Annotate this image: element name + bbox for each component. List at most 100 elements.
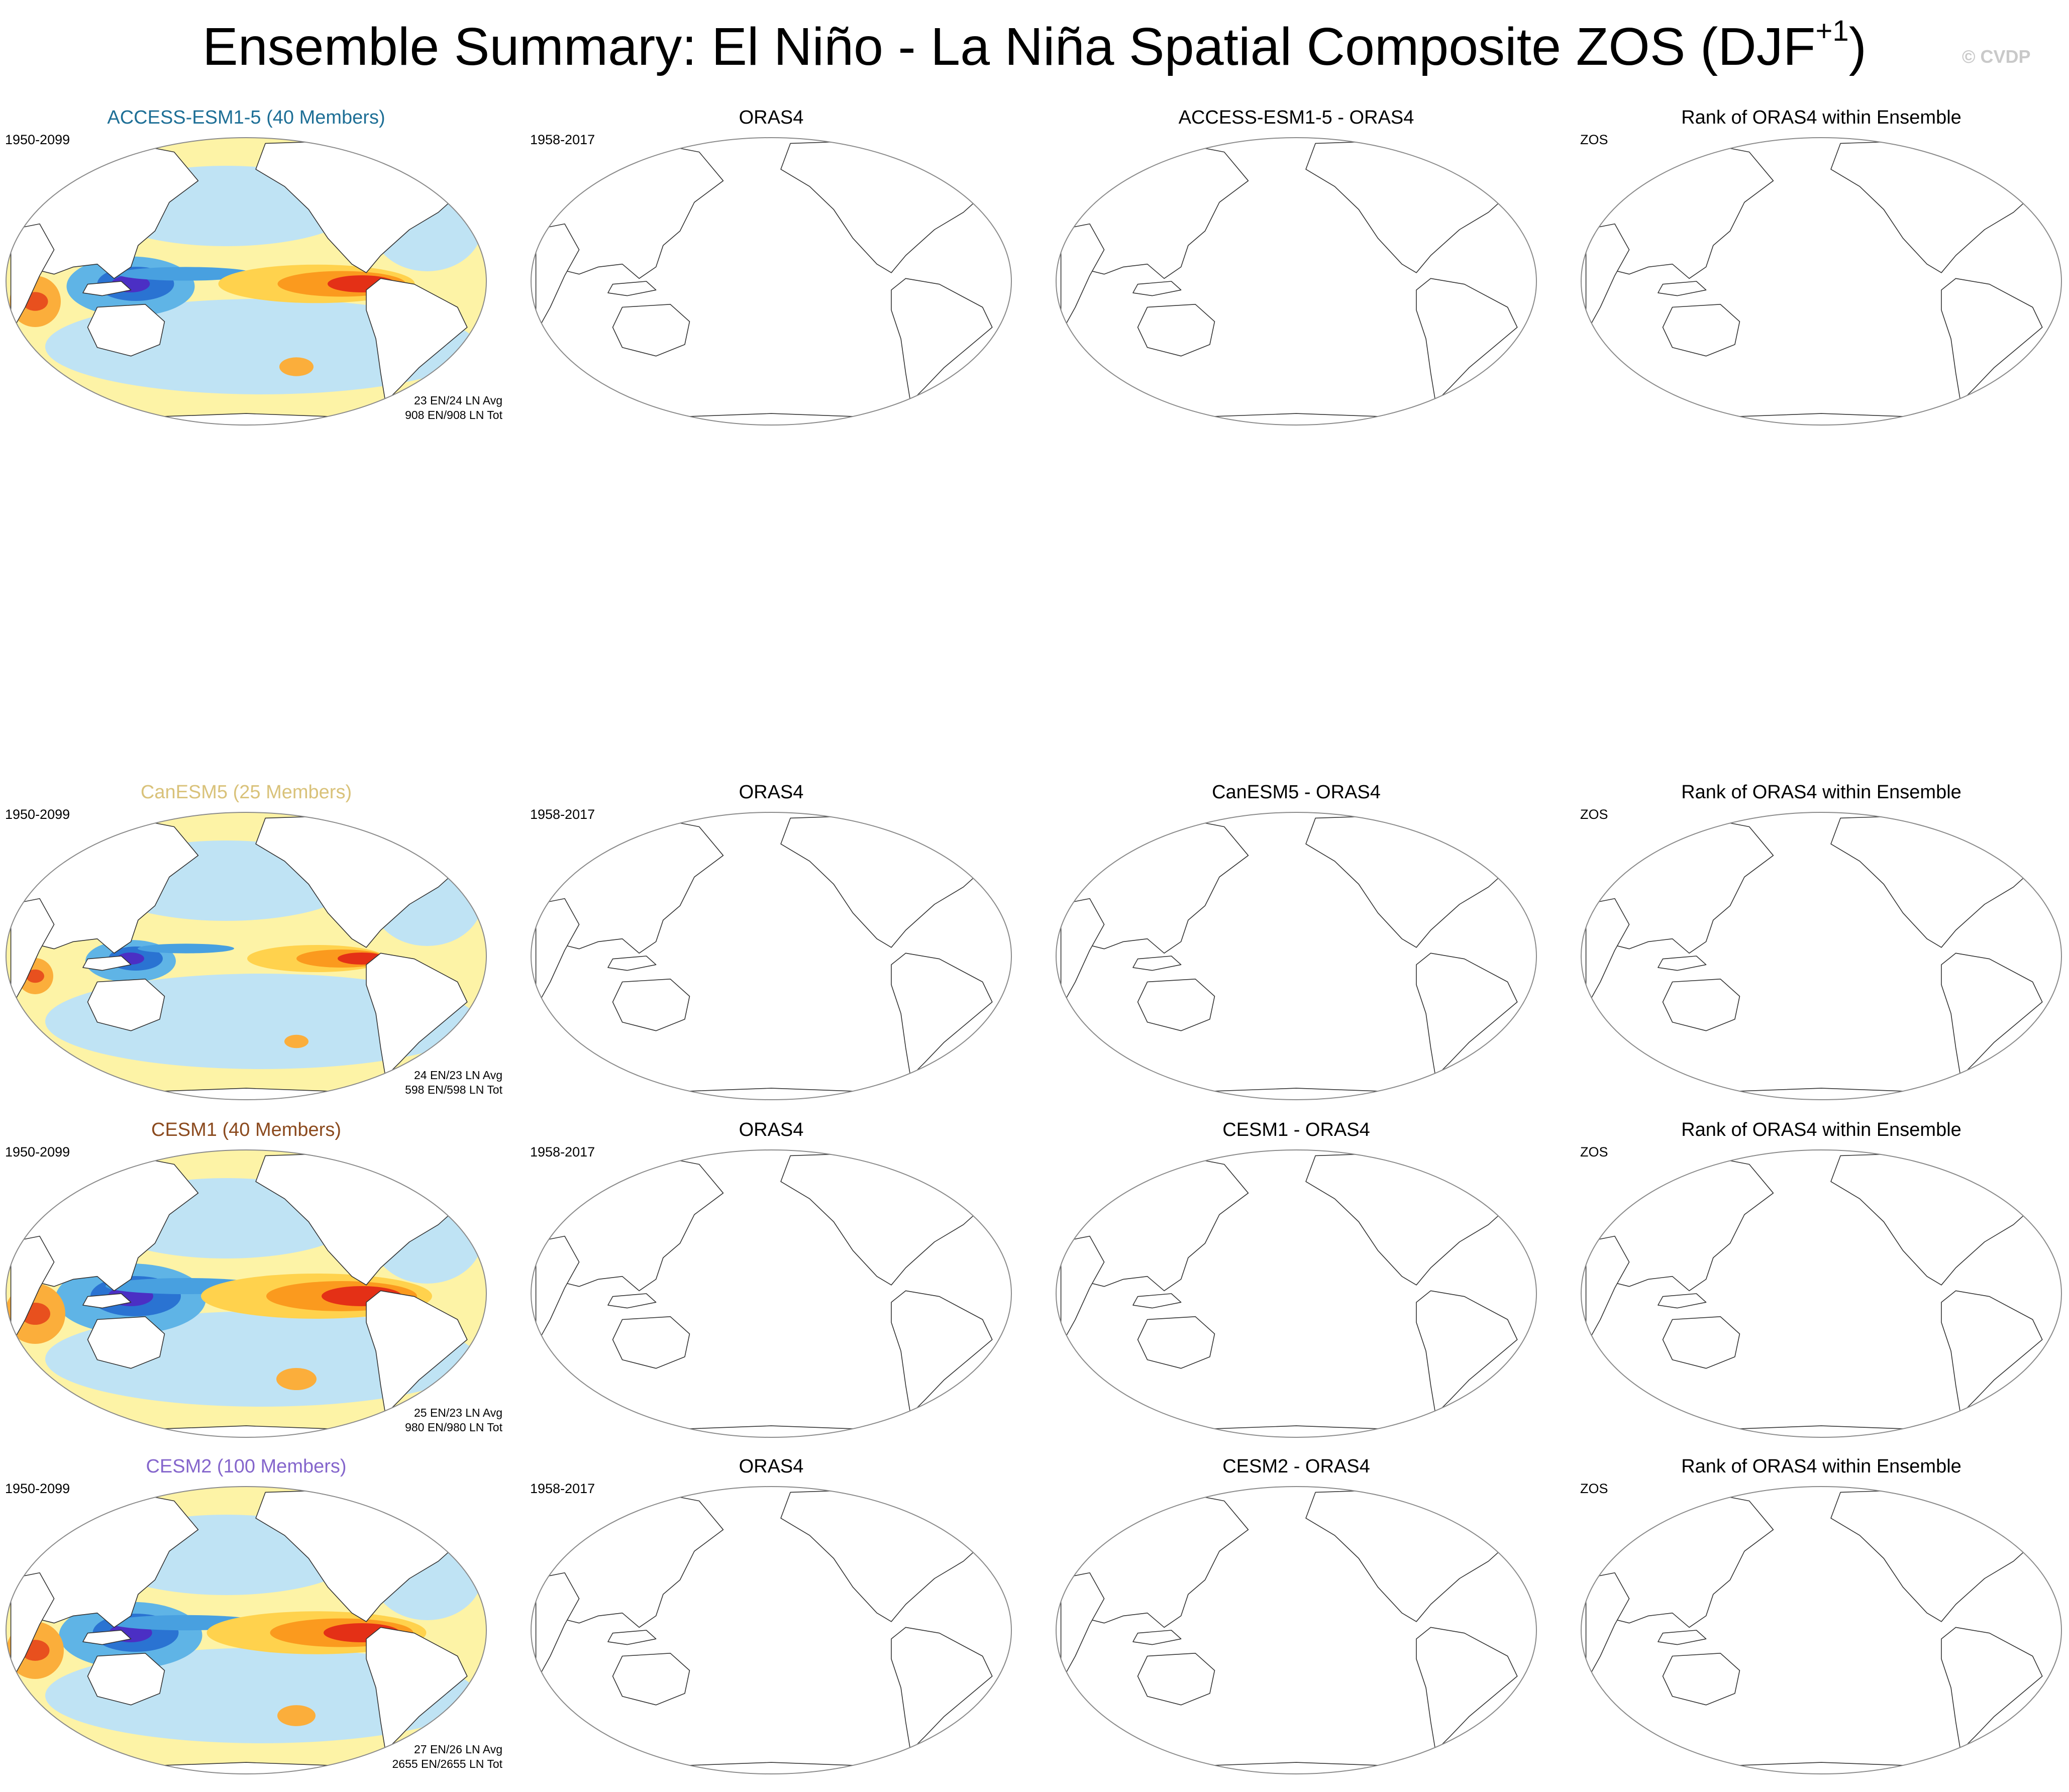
cvdp-watermark: © CVDP bbox=[1962, 46, 2031, 67]
panel-diff-row-3: CESM1 - ORAS4 bbox=[1050, 1119, 1542, 1440]
land-south-america bbox=[1416, 1627, 1518, 1751]
stats-tot-row-2: 598 EN/598 LN Tot bbox=[405, 1083, 502, 1096]
land-south-america bbox=[366, 1627, 468, 1751]
model-years-row-1: 1950-2099 bbox=[5, 132, 70, 147]
land-south-america bbox=[891, 1290, 993, 1415]
land-maritime-continent bbox=[1658, 1293, 1707, 1309]
land-maritime-continent bbox=[607, 281, 657, 296]
land-australia bbox=[87, 979, 165, 1031]
land-greenland bbox=[1970, 1488, 2024, 1513]
off-equator-negative-band bbox=[138, 943, 234, 954]
panel-rank-row-4: Rank of ORAS4 within Ensemble ZOS bbox=[1575, 1455, 2067, 1777]
rank-label-row-2: ZOS bbox=[1580, 807, 1608, 822]
land-africa bbox=[535, 223, 580, 334]
model-composite-map-row-2 bbox=[6, 812, 487, 1100]
rank-map-row-4 bbox=[1581, 1486, 2062, 1774]
land-australia bbox=[1662, 979, 1740, 1031]
land-antarctica bbox=[1581, 1422, 2061, 1437]
land-north-america bbox=[780, 814, 983, 948]
land-greenland bbox=[919, 813, 974, 839]
land-africa bbox=[1060, 1235, 1105, 1346]
panel-diff-row-4: CESM2 - ORAS4 bbox=[1050, 1455, 1542, 1777]
land-australia bbox=[612, 1653, 690, 1706]
model-composite-map-row-3 bbox=[6, 1149, 487, 1438]
land-north-america bbox=[780, 1489, 983, 1622]
map-border bbox=[1581, 812, 2062, 1100]
panel-diff-row-1: ACCESS-ESM1-5 - ORAS4 bbox=[1050, 107, 1542, 428]
panel-rank-row-3: Rank of ORAS4 within Ensemble ZOS bbox=[1575, 1119, 2067, 1440]
map-border bbox=[531, 137, 1012, 426]
land-north-america bbox=[1830, 814, 2033, 948]
diff-map-row-3 bbox=[1056, 1149, 1537, 1438]
rank-map-row-1 bbox=[1581, 137, 2062, 426]
panel-obs-row-3: ORAS4 1958-2017 bbox=[525, 1119, 1017, 1440]
model-composite-map-row-4 bbox=[6, 1486, 487, 1774]
obs-years-row-1: 1958-2017 bbox=[530, 132, 595, 147]
panel-obs-row-1: ORAS4 1958-2017 bbox=[525, 107, 1017, 428]
land-africa bbox=[1585, 223, 1630, 334]
land-maritime-continent bbox=[82, 281, 132, 296]
model-composite-map-row-1 bbox=[6, 137, 487, 426]
map-border bbox=[531, 1149, 1012, 1438]
south-pacific-positive bbox=[276, 1368, 317, 1390]
panel-model-row-2: CanESM5 (25 Members) 1950-2099 24 EN/23 … bbox=[0, 781, 502, 1103]
stats-avg-row-4: 27 EN/26 LN Avg bbox=[413, 1743, 502, 1756]
panel-diff-row-2: CanESM5 - ORAS4 bbox=[1050, 781, 1542, 1103]
obs-map-row-2 bbox=[531, 812, 1012, 1100]
land-australia bbox=[1137, 1316, 1215, 1369]
stats-avg-row-1: 23 EN/24 LN Avg bbox=[413, 394, 502, 407]
land-south-america bbox=[1941, 953, 2043, 1077]
land-maritime-continent bbox=[1658, 281, 1707, 296]
land-greenland bbox=[1970, 139, 2024, 164]
rank-title-row-3: Rank of ORAS4 within Ensemble bbox=[1681, 1119, 1961, 1140]
land-australia bbox=[1662, 304, 1740, 357]
land-antarctica bbox=[531, 1085, 1011, 1100]
land-africa bbox=[1060, 898, 1105, 1008]
panel-rank-row-2: Rank of ORAS4 within Ensemble ZOS bbox=[1575, 781, 2067, 1103]
land-antarctica bbox=[1056, 410, 1536, 425]
land-south-america bbox=[1416, 1290, 1518, 1415]
land-south-america bbox=[1416, 278, 1518, 402]
land-maritime-continent bbox=[607, 1293, 657, 1309]
land-north-america bbox=[780, 140, 983, 273]
land-greenland bbox=[919, 1488, 974, 1513]
page-title-text: Ensemble Summary: El Niño - La Niña Spat… bbox=[202, 17, 1816, 76]
land-south-america bbox=[1941, 278, 2043, 402]
page-title-superscript: +1 bbox=[1815, 15, 1849, 47]
map-border bbox=[1056, 812, 1537, 1100]
model-title-row-1: ACCESS-ESM1-5 (40 Members) bbox=[107, 107, 385, 128]
land-north-america bbox=[1305, 814, 1508, 948]
stats-tot-row-3: 980 EN/980 LN Tot bbox=[405, 1421, 502, 1434]
stats-tot-row-1: 908 EN/908 LN Tot bbox=[405, 408, 502, 421]
south-pacific-positive bbox=[284, 1034, 308, 1048]
model-title-row-2: CanESM5 (25 Members) bbox=[140, 782, 352, 803]
page-title-close: ) bbox=[1848, 17, 1867, 76]
land-australia bbox=[1662, 1653, 1740, 1706]
rank-label-row-3: ZOS bbox=[1580, 1144, 1608, 1159]
land-greenland bbox=[1444, 1488, 1499, 1513]
land-south-america bbox=[891, 1627, 993, 1751]
land-maritime-continent bbox=[1658, 1630, 1707, 1645]
rank-title-row-2: Rank of ORAS4 within Ensemble bbox=[1681, 782, 1961, 803]
map-border bbox=[1056, 137, 1537, 426]
stats-avg-row-3: 25 EN/23 LN Avg bbox=[413, 1406, 502, 1419]
land-north-america bbox=[1830, 1152, 2033, 1286]
south-pacific-positive bbox=[279, 357, 314, 376]
obs-title-row-2: ORAS4 bbox=[739, 782, 804, 803]
land-maritime-continent bbox=[607, 1630, 657, 1645]
land-australia bbox=[1137, 1653, 1215, 1706]
land-antarctica bbox=[531, 1759, 1011, 1774]
land-antarctica bbox=[1581, 410, 2061, 425]
land-antarctica bbox=[531, 1422, 1011, 1437]
land-africa bbox=[1585, 1235, 1630, 1346]
land-australia bbox=[1662, 1316, 1740, 1369]
stats-tot-row-4: 2655 EN/2655 LN Tot bbox=[392, 1757, 502, 1770]
rank-map-row-3 bbox=[1581, 1149, 2062, 1438]
panel-model-row-1: ACCESS-ESM1-5 (40 Members) 1950-2099 23 … bbox=[0, 107, 502, 428]
land-greenland bbox=[919, 1151, 974, 1177]
diff-title-row-1: ACCESS-ESM1-5 - ORAS4 bbox=[1178, 107, 1414, 128]
off-equator-negative-band bbox=[118, 267, 254, 281]
land-maritime-continent bbox=[607, 956, 657, 971]
land-africa bbox=[535, 1572, 580, 1682]
diff-map-row-4 bbox=[1056, 1486, 1537, 1774]
